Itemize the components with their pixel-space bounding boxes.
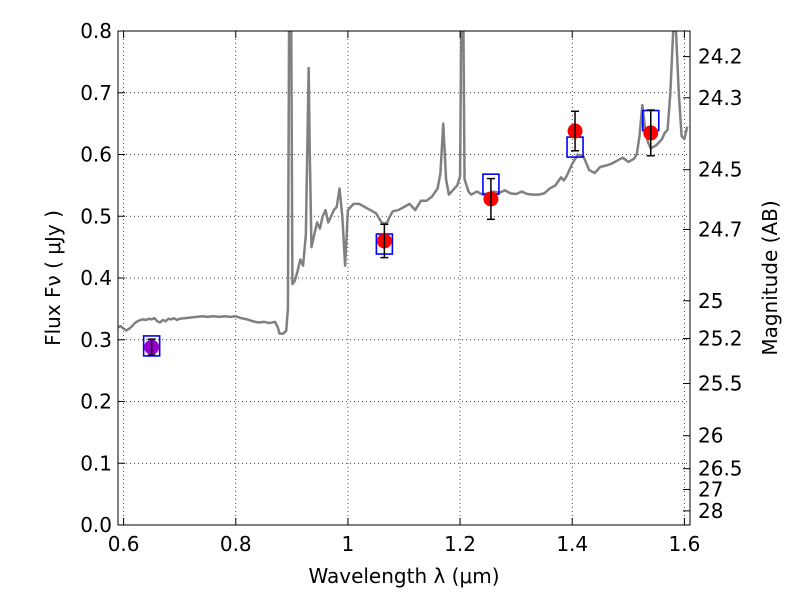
x-tick-label: 1.2 <box>444 532 476 556</box>
y-tick-label: 0.6 <box>80 143 112 167</box>
x-axis-title: Wavelength λ (μm) <box>308 564 499 588</box>
right-axis-tick-label: 28 <box>698 499 723 523</box>
x-tick-label: 0.6 <box>108 532 140 556</box>
y-tick-label: 0.2 <box>80 390 112 414</box>
right-axis-tick-label: 27 <box>698 477 723 501</box>
right-axis-tick-label: 25.5 <box>698 372 743 396</box>
right-axis-tick-label: 24.3 <box>698 86 743 110</box>
spectrum-line <box>118 31 689 335</box>
grid-lines <box>118 31 690 525</box>
y-axis-title: Flux Fν ( μJy ) <box>41 210 65 346</box>
right-axis-tick-label: 24.7 <box>698 217 743 241</box>
y-tick-label: 0.0 <box>80 513 112 537</box>
y-axis-ticks: 0.0 0.1 0.2 0.3 0.4 0.5 0.6 0.7 0.8 <box>80 19 125 537</box>
right-axis-tick-label: 25 <box>698 289 723 313</box>
x-tick-label: 1.6 <box>668 532 700 556</box>
right-axis-tick-label: 26.5 <box>698 457 743 481</box>
y-tick-label: 0.4 <box>80 266 112 290</box>
right-axis-title: Magnitude (AB) <box>758 200 782 355</box>
right-axis-tick-label: 25.2 <box>698 327 743 351</box>
x-tick-label: 0.8 <box>220 532 252 556</box>
y-tick-label: 0.5 <box>80 204 112 228</box>
x-tick-label: 1.4 <box>556 532 588 556</box>
x-tick-label: 1 <box>342 532 355 556</box>
y-tick-label: 0.8 <box>80 19 112 43</box>
right-axis-tick-label: 24.2 <box>698 45 743 69</box>
plot-background <box>118 31 690 525</box>
y-tick-label: 0.7 <box>80 81 112 105</box>
plot-area <box>118 31 689 357</box>
x-axis-ticks: 0.6 0.8 1 1.2 1.4 1.6 <box>108 31 700 556</box>
right-axis-tick-label: 24.5 <box>698 158 743 182</box>
y-tick-label: 0.1 <box>80 451 112 475</box>
right-axis-tick-label: 26 <box>698 424 723 448</box>
y-tick-label: 0.3 <box>80 328 112 352</box>
